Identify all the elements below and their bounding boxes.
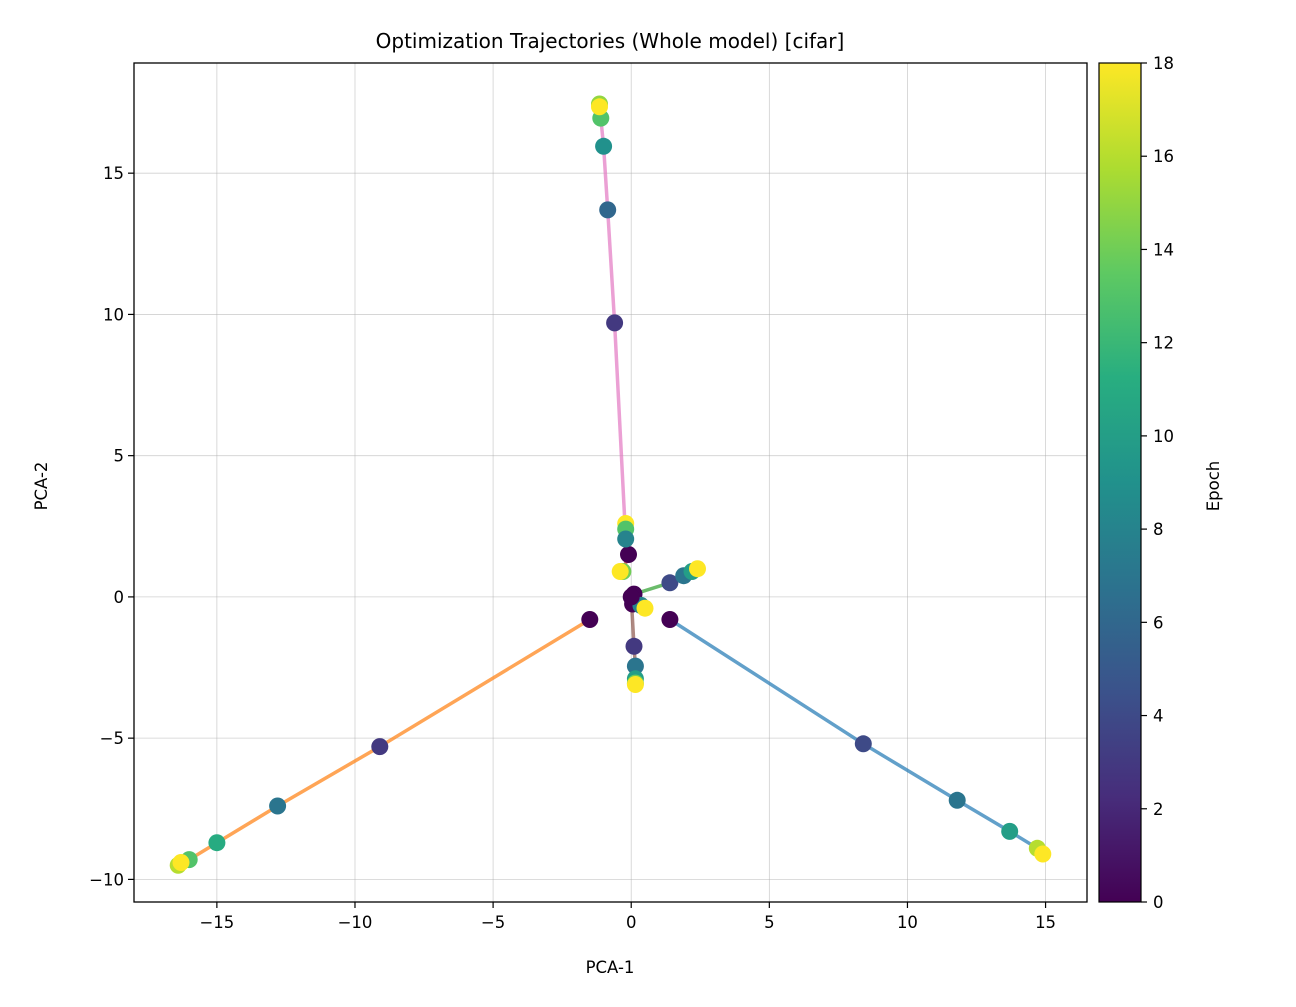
colorbar-tick-label: 8: [1153, 520, 1164, 539]
trajectory-brown-point: [626, 657, 644, 675]
colorbar-tick-label: 14: [1153, 240, 1174, 259]
trajectory-orange-point: [208, 834, 226, 852]
colorbar-label: Epoch: [1204, 461, 1223, 512]
chart-title: Optimization Trajectories (Whole model) …: [376, 29, 845, 53]
trajectory-brown-point: [622, 588, 640, 606]
trajectory-blue-point: [661, 611, 679, 628]
trajectory-pink-point: [595, 137, 613, 155]
y-axis-label: PCA-2: [32, 462, 51, 511]
trajectory-lines: [176, 102, 1045, 868]
trajectory-orange-point: [269, 797, 287, 815]
colorbar-tick-label: 16: [1153, 147, 1174, 166]
x-tick-label: 5: [764, 913, 775, 932]
colorbar-tick-label: 12: [1153, 334, 1174, 353]
trajectory-blue-point: [854, 735, 872, 753]
y-tick-label: 10: [103, 305, 124, 324]
colorbar-ticks: 0 2 4 6 8 10 12 14 16 18: [1141, 54, 1174, 912]
x-axis-ticks: −15 −10 −5 0 5 10 15: [199, 902, 1056, 932]
trajectory-orange-point: [371, 738, 389, 756]
trajectory-red-point: [620, 546, 637, 563]
x-tick-label: 15: [1035, 913, 1056, 932]
x-tick-label: 0: [626, 913, 637, 932]
y-tick-label: 5: [114, 447, 125, 466]
trajectory-green-point: [689, 560, 706, 578]
colorbar-tick-label: 0: [1153, 893, 1164, 912]
trajectory-pink-point: [606, 314, 624, 332]
trajectory-pink-point: [617, 530, 635, 548]
x-tick-label: −10: [338, 913, 373, 932]
trajectory-brown-point: [625, 637, 643, 655]
trajectory-green-point: [661, 574, 679, 592]
colorbar-tick-label: 4: [1153, 707, 1164, 726]
x-tick-label: −15: [199, 913, 234, 932]
trajectory-orange-point: [581, 611, 599, 628]
colorbar-tick-label: 10: [1153, 427, 1174, 446]
x-tick-label: −5: [481, 913, 505, 932]
y-tick-label: 15: [103, 164, 124, 183]
x-tick-label: 10: [897, 913, 918, 932]
colorbar: [1098, 62, 1142, 903]
trajectory-blue-line: [668, 617, 1045, 856]
trajectory-points: [169, 95, 1052, 874]
x-axis-label: PCA-1: [586, 958, 635, 977]
trajectory-brown-point: [626, 676, 644, 693]
grid: [134, 63, 1087, 902]
plot-frame: [133, 62, 1088, 903]
trajectory-blue-point: [1001, 822, 1019, 840]
y-axis-ticks: −10 −5 0 5 10 15: [89, 164, 134, 889]
y-tick-label: −10: [89, 870, 124, 889]
colorbar-tick-label: 18: [1153, 54, 1174, 73]
y-tick-label: 0: [114, 588, 125, 607]
trajectory-blue-point: [1034, 845, 1052, 863]
trajectory-purple-point: [636, 599, 654, 617]
trajectory-red-point: [611, 563, 629, 580]
trajectory-pink-point: [591, 98, 608, 116]
trajectory-orange-point: [172, 854, 190, 871]
colorbar-tick-label: 2: [1153, 800, 1164, 819]
trajectory-pink-point: [599, 201, 617, 219]
trajectory-blue-point: [948, 791, 966, 809]
y-tick-label: −5: [100, 729, 124, 748]
colorbar-tick-label: 6: [1153, 613, 1164, 632]
